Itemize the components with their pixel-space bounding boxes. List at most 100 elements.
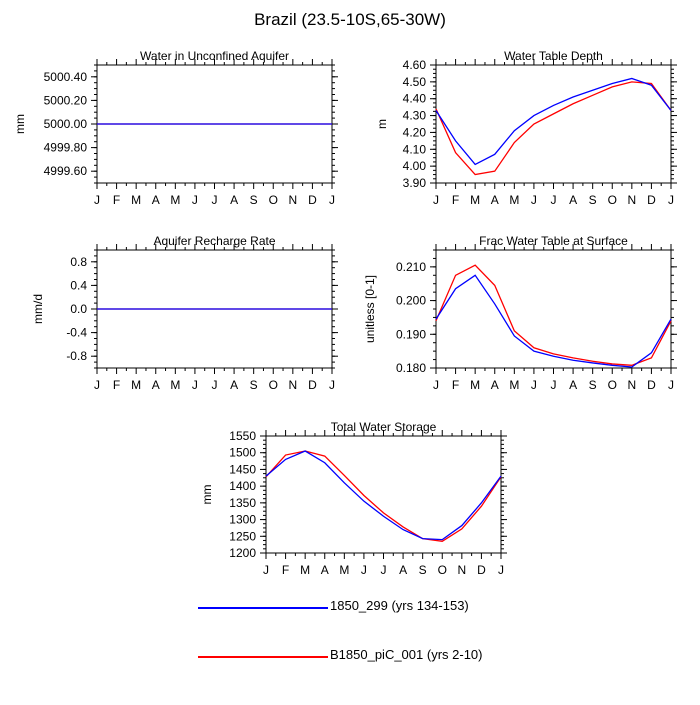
x-tick-label: J xyxy=(94,193,100,207)
y-tick-label: 4.50 xyxy=(403,75,427,89)
x-tick-label: J xyxy=(212,193,218,207)
y-tick-label: 0.180 xyxy=(396,361,426,375)
y-tick-label: 1300 xyxy=(229,513,256,527)
x-tick-label: A xyxy=(569,193,577,207)
x-tick-label: O xyxy=(269,193,278,207)
x-tick-label: S xyxy=(250,378,258,392)
series-line-1 xyxy=(435,274,672,368)
x-tick-label: A xyxy=(321,563,329,577)
x-tick-label: M xyxy=(300,563,310,577)
chart-title: Total Water Storage xyxy=(331,420,437,434)
chart-title: Water Table Depth xyxy=(504,49,603,63)
x-tick-label: O xyxy=(269,378,278,392)
y-tick-label: 1400 xyxy=(229,479,256,493)
x-tick-label: M xyxy=(170,378,180,392)
x-tick-label: M xyxy=(470,378,480,392)
chart-title: Water in Unconfined Aquifer xyxy=(140,49,289,63)
x-tick-label: F xyxy=(113,378,120,392)
x-tick-label: J xyxy=(531,193,537,207)
x-tick-label: F xyxy=(113,193,120,207)
plot-frame xyxy=(265,435,502,554)
y-tick-label: 0.210 xyxy=(396,260,426,274)
y-tick-label: 1450 xyxy=(229,462,256,476)
x-tick-label: S xyxy=(250,193,258,207)
x-tick-label: M xyxy=(470,193,480,207)
y-tick-label: 1500 xyxy=(229,446,256,460)
x-tick-label: J xyxy=(361,563,367,577)
x-tick-label: J xyxy=(329,193,335,207)
chart-title: Frac Water Table at Surface xyxy=(479,234,628,248)
series-line-2 xyxy=(435,81,672,176)
x-tick-label: J xyxy=(433,378,439,392)
x-tick-label: M xyxy=(509,193,519,207)
y-tick-label: 3.90 xyxy=(403,176,427,190)
y-axis-label: unitless [0-1] xyxy=(363,275,377,343)
x-tick-label: N xyxy=(457,563,466,577)
x-tick-label: O xyxy=(438,563,447,577)
x-tick-label: J xyxy=(381,563,387,577)
x-tick-label: A xyxy=(399,563,407,577)
x-tick-label: A xyxy=(152,193,160,207)
x-tick-label: J xyxy=(551,378,557,392)
legend-label-series-2: B1850_piC_001 (yrs 2-10) xyxy=(330,647,483,662)
x-tick-label: F xyxy=(452,378,459,392)
y-tick-label: 0.190 xyxy=(396,327,426,341)
x-tick-label: D xyxy=(647,193,656,207)
y-axis-label: mm xyxy=(13,114,27,134)
x-tick-label: J xyxy=(263,563,269,577)
chart-title: Aquifer Recharge Rate xyxy=(153,234,275,248)
x-tick-label: S xyxy=(589,193,597,207)
y-tick-label: 4.10 xyxy=(403,142,427,156)
y-tick-label: 1250 xyxy=(229,529,256,543)
y-tick-label: 5000.00 xyxy=(44,117,88,131)
x-tick-label: M xyxy=(131,193,141,207)
x-tick-label: J xyxy=(531,378,537,392)
x-tick-label: F xyxy=(282,563,289,577)
y-tick-label: 1550 xyxy=(229,429,256,443)
x-tick-label: A xyxy=(230,193,238,207)
x-tick-label: A xyxy=(491,193,499,207)
x-tick-label: J xyxy=(94,378,100,392)
x-tick-label: J xyxy=(433,193,439,207)
legend-swatch-series-2 xyxy=(198,656,328,658)
y-tick-label: 1350 xyxy=(229,496,256,510)
x-tick-label: J xyxy=(192,378,198,392)
legend-swatch-series-1 xyxy=(198,607,328,609)
x-tick-label: J xyxy=(192,193,198,207)
x-tick-label: S xyxy=(419,563,427,577)
y-tick-label: 0.4 xyxy=(70,278,87,292)
x-tick-label: D xyxy=(647,378,656,392)
x-tick-label: O xyxy=(608,193,617,207)
y-tick-label: 0.0 xyxy=(70,302,87,316)
y-tick-label: -0.4 xyxy=(66,326,87,340)
series-line-1 xyxy=(435,77,672,166)
y-tick-label: 0.200 xyxy=(396,294,426,308)
y-tick-label: 4.20 xyxy=(403,125,427,139)
x-tick-label: J xyxy=(551,193,557,207)
series-line-2 xyxy=(265,450,502,542)
x-tick-label: D xyxy=(477,563,486,577)
x-tick-label: F xyxy=(452,193,459,207)
y-tick-label: -0.8 xyxy=(66,349,87,363)
y-tick-label: 5000.40 xyxy=(44,70,88,84)
x-tick-label: J xyxy=(668,378,674,392)
figure-title: Brazil (23.5-10S,65-30W) xyxy=(254,10,446,29)
x-tick-label: J xyxy=(498,563,504,577)
x-tick-label: M xyxy=(339,563,349,577)
series-line-1 xyxy=(265,450,502,541)
x-tick-label: D xyxy=(308,378,317,392)
y-tick-label: 0.8 xyxy=(70,255,87,269)
x-tick-label: M xyxy=(509,378,519,392)
x-tick-label: J xyxy=(329,378,335,392)
x-tick-label: J xyxy=(212,378,218,392)
x-tick-label: D xyxy=(308,193,317,207)
x-tick-label: A xyxy=(569,378,577,392)
y-axis-label: mm xyxy=(200,485,214,505)
x-tick-label: O xyxy=(608,378,617,392)
